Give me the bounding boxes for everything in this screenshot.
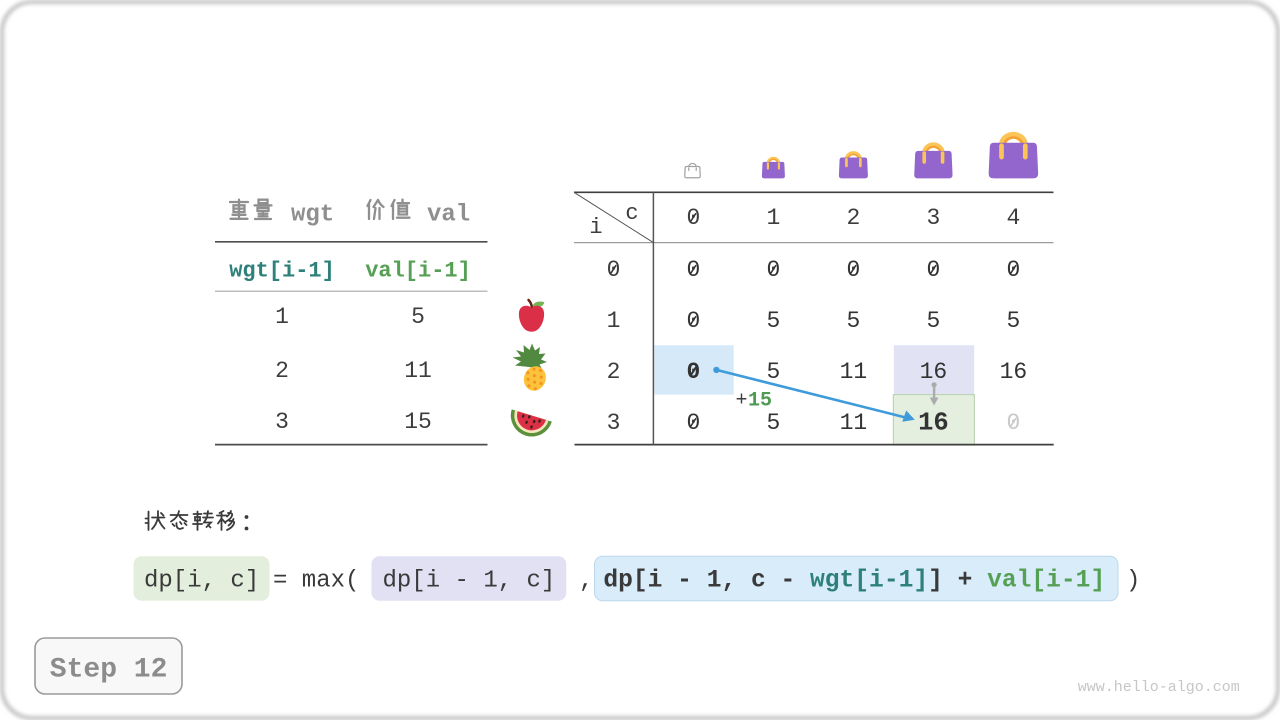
svg-text:2: 2 — [275, 358, 289, 384]
svg-text:1: 1 — [607, 308, 621, 334]
svg-text:c: c — [625, 201, 638, 226]
svg-text:dp[i - 1, c]: dp[i - 1, c] — [383, 568, 556, 595]
svg-text:wgt: wgt — [291, 202, 334, 229]
svg-text:2: 2 — [846, 205, 860, 231]
svg-text:3: 3 — [926, 205, 940, 231]
svg-text:= max(: = max( — [273, 568, 359, 595]
svg-text:val[i-1]: val[i-1] — [365, 259, 471, 284]
svg-text:1: 1 — [766, 205, 780, 231]
svg-text:1: 1 — [275, 304, 289, 330]
svg-text:11: 11 — [840, 410, 868, 436]
svg-text:4: 4 — [1006, 205, 1020, 231]
svg-text:11: 11 — [404, 358, 432, 384]
svg-text:5: 5 — [1006, 308, 1020, 334]
svg-text:i: i — [589, 215, 602, 240]
svg-text:5: 5 — [411, 304, 425, 330]
svg-text:15: 15 — [748, 390, 772, 413]
svg-text:16: 16 — [918, 409, 949, 438]
svg-text:5: 5 — [846, 308, 860, 334]
svg-text:wgt[i-1]: wgt[i-1] — [229, 259, 335, 284]
svg-text:dp[i - 1, c - wgt[i-1]] + val[: dp[i - 1, c - wgt[i-1]] + val[i-1] — [603, 568, 1105, 595]
svg-text:val: val — [427, 202, 470, 229]
svg-text:16: 16 — [1000, 359, 1028, 385]
svg-text:www.hello-algo.com: www.hello-algo.com — [1078, 679, 1240, 696]
svg-text:3: 3 — [275, 409, 289, 435]
svg-text:3: 3 — [607, 410, 621, 436]
svg-text:,: , — [579, 568, 593, 595]
svg-text:15: 15 — [404, 409, 432, 435]
svg-text:5: 5 — [766, 410, 780, 436]
svg-text:16: 16 — [920, 359, 948, 385]
svg-text:+: + — [736, 390, 748, 413]
svg-text:5: 5 — [766, 359, 780, 385]
svg-text:2: 2 — [607, 359, 621, 385]
svg-text:5: 5 — [926, 308, 940, 334]
svg-text:): ) — [1126, 568, 1140, 595]
svg-text:5: 5 — [766, 308, 780, 334]
svg-text:dp[i, c]: dp[i, c] — [144, 568, 259, 595]
svg-text:Step 12: Step 12 — [50, 655, 168, 686]
svg-text:11: 11 — [840, 359, 868, 385]
